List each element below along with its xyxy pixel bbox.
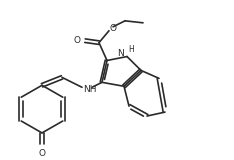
Text: H: H bbox=[128, 45, 134, 54]
Text: O: O bbox=[73, 36, 80, 45]
Text: NH: NH bbox=[83, 85, 96, 94]
Text: N: N bbox=[117, 49, 124, 58]
Text: O: O bbox=[110, 24, 117, 33]
Text: O: O bbox=[39, 149, 45, 158]
